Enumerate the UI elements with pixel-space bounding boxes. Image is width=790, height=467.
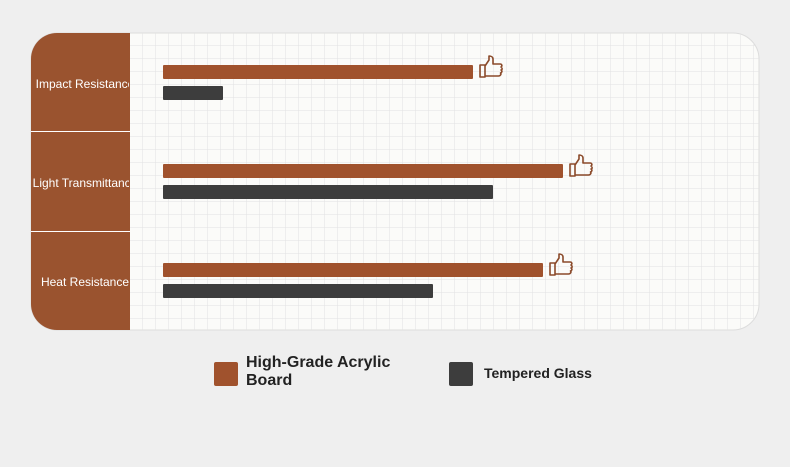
legend-swatch xyxy=(449,362,473,386)
thumbs-up-icon xyxy=(549,253,573,276)
bar xyxy=(163,284,433,298)
legend-label: High-Grade Acrylic Board xyxy=(246,354,391,389)
legend-swatch xyxy=(214,362,238,386)
legend-label: Tempered Glass xyxy=(484,365,592,381)
thumbs-up-icon xyxy=(569,154,593,177)
bar xyxy=(163,185,493,199)
category-column xyxy=(31,33,130,330)
thumbs-up-icon xyxy=(479,55,503,78)
category-label: Light Transmittance xyxy=(33,176,138,190)
bar xyxy=(163,263,543,277)
bar xyxy=(163,65,473,79)
category-label: Impact Resistance xyxy=(36,77,135,91)
category-label: Heat Resistance xyxy=(41,275,129,289)
grid-bg xyxy=(130,33,759,330)
bar xyxy=(163,164,563,178)
bar xyxy=(163,86,223,100)
